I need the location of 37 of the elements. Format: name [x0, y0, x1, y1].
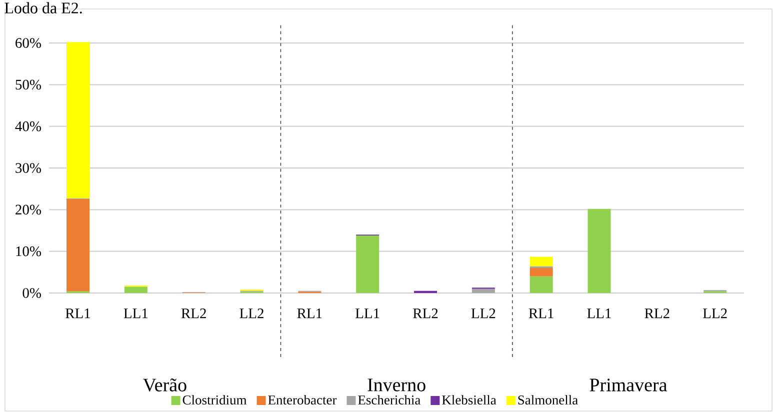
legend-label: Escherichia — [358, 395, 421, 405]
bar — [530, 268, 553, 276]
legend-label: Salmonella — [518, 395, 578, 405]
x-tick-label: LL1 — [124, 308, 148, 318]
y-tick-label: 0% — [22, 288, 42, 298]
chart-title: Lodo da E2. — [4, 2, 82, 14]
bar — [530, 256, 553, 266]
y-tick-label: 40% — [15, 121, 42, 132]
x-tick-label: RL1 — [66, 308, 90, 318]
legend-label: Clostridium — [182, 395, 247, 405]
x-tick-label: RL2 — [413, 308, 438, 318]
x-tick-label: LL1 — [587, 308, 611, 318]
bar — [472, 288, 495, 293]
bar — [588, 208, 611, 293]
legend-label: Klebsiella — [442, 395, 496, 405]
text: Primavera — [590, 378, 668, 392]
bar — [124, 286, 148, 293]
bar — [530, 276, 553, 293]
x-tick-label: LL2 — [471, 308, 496, 318]
bar — [66, 42, 90, 198]
x-tick-label: LL2 — [703, 308, 727, 318]
text: Verão — [142, 378, 186, 392]
x-tick-label: LL1 — [356, 308, 380, 318]
y-tick-label: 20% — [16, 204, 42, 215]
legend-label: Enterobacter — [268, 395, 337, 405]
y-tick-label: 60% — [16, 38, 42, 48]
y-tick-label: 10% — [16, 246, 42, 256]
x-tick-label: RL2 — [644, 308, 670, 318]
y-tick-label: 50% — [16, 80, 42, 90]
text: Inverno — [368, 378, 426, 392]
x-tick-label: LL2 — [240, 308, 264, 318]
bar — [66, 198, 90, 292]
y-tick-label: 30% — [16, 163, 42, 173]
bar — [356, 236, 380, 293]
x-tick-label: RL2 — [181, 308, 206, 318]
x-tick-label: RL1 — [528, 308, 554, 318]
x-tick-label: RL1 — [297, 308, 322, 318]
